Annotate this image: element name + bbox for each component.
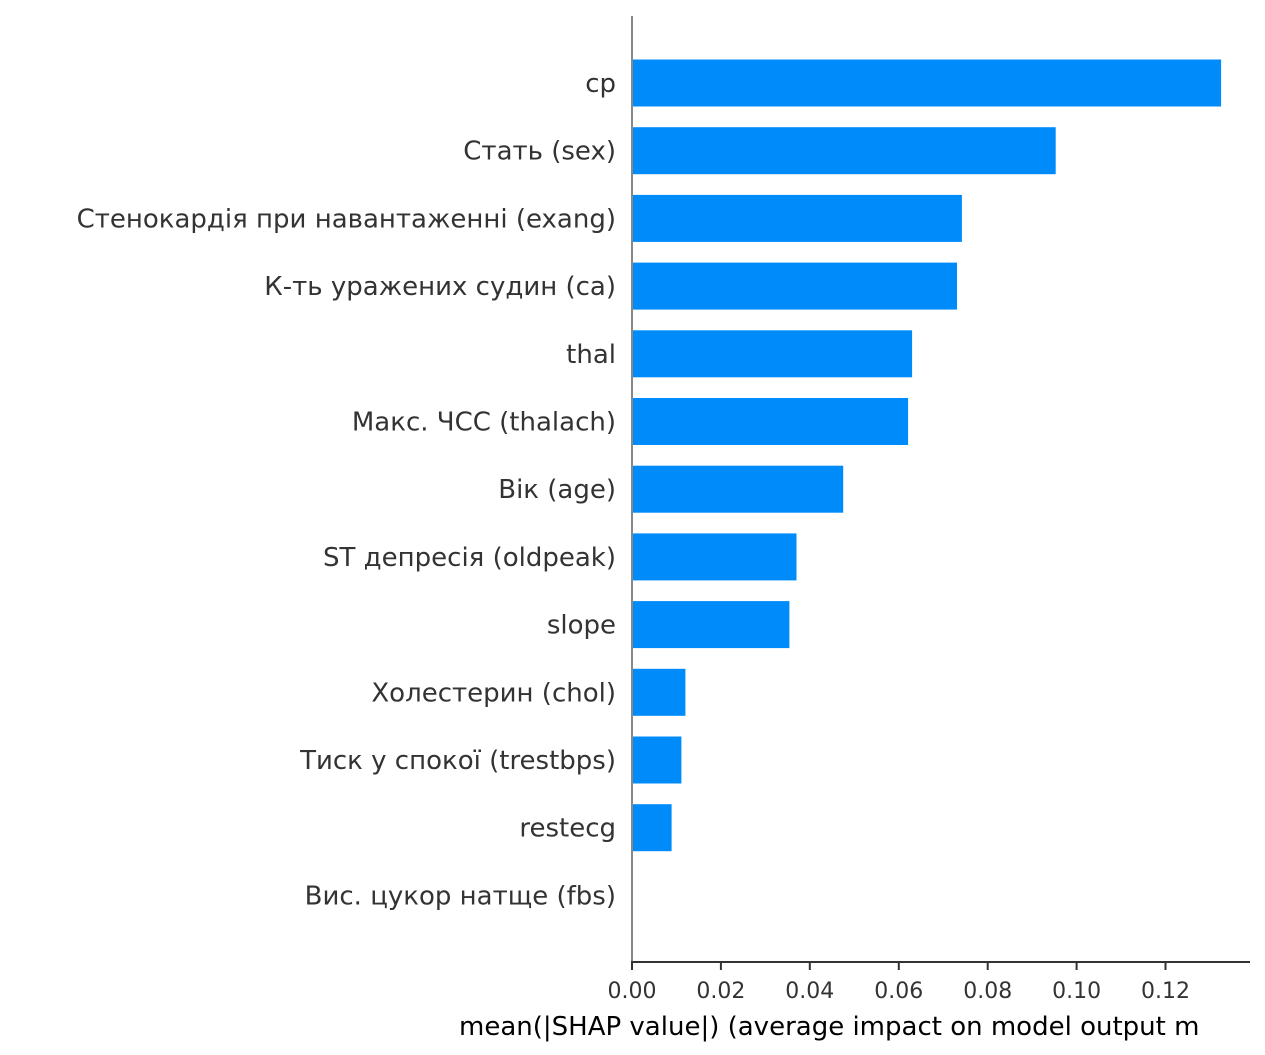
bar-1	[632, 127, 1056, 175]
y-tick-label-3: К-ть уражених судин (ca)	[264, 272, 616, 302]
bar-6	[632, 465, 844, 513]
y-tick-label-6: Вік (age)	[498, 475, 616, 505]
y-tick-label-5: Макс. ЧСС (thalach)	[352, 408, 616, 438]
y-tick-label-8: slope	[547, 611, 616, 641]
y-tick-label-0: cp	[585, 69, 616, 99]
bar-0	[632, 59, 1222, 107]
bar-2	[632, 194, 962, 242]
x-tick-label-1: 0.02	[696, 979, 745, 1004]
y-tick-label-2: Стенокардія при навантаженні (exang)	[77, 204, 616, 234]
bar-10	[632, 736, 682, 784]
x-tick-label-5: 0.10	[1052, 979, 1101, 1004]
bar-4	[632, 330, 913, 378]
bar-7	[632, 533, 797, 581]
x-tick-label-6: 0.12	[1141, 979, 1190, 1004]
y-tick-label-9: Холестерин (chol)	[371, 678, 616, 708]
bar-9	[632, 668, 686, 716]
x-tick-label-3: 0.06	[874, 979, 923, 1004]
x-tick-label-2: 0.04	[785, 979, 834, 1004]
y-tick-label-1: Стать (sex)	[463, 137, 616, 167]
y-tick-label-10: Тиск у спокої (trestbps)	[299, 746, 616, 776]
bars-group	[632, 59, 1222, 852]
x-ticks: 0.00 0.02 0.04 0.06 0.08 0.10 0.12	[608, 962, 1190, 1004]
x-axis-label: mean(|SHAP value|) (average impact on mo…	[459, 1012, 1199, 1042]
y-tick-label-4: thal	[566, 340, 616, 370]
x-tick-label-4: 0.08	[963, 979, 1012, 1004]
y-tick-labels: cp Стать (sex) Стенокардія при навантаженн…	[77, 69, 616, 911]
bar-11	[632, 804, 672, 852]
bar-3	[632, 262, 957, 310]
bar-8	[632, 601, 790, 649]
y-tick-label-7: ST депресія (oldpeak)	[323, 543, 616, 573]
bar-5	[632, 398, 909, 445]
y-tick-label-11: restecg	[519, 814, 616, 844]
x-tick-label-0: 0.00	[608, 979, 657, 1004]
y-tick-label-12: Вис. цукор натще (fbs)	[305, 881, 616, 911]
